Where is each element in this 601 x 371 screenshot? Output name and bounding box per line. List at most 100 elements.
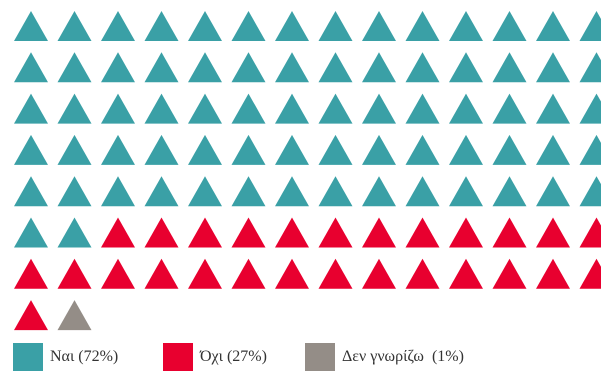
waffle-unit-yes: [275, 11, 309, 41]
waffle-unit-yes: [362, 134, 396, 165]
waffle-unit-yes: [57, 176, 92, 207]
waffle-unit-no: [14, 300, 48, 331]
legend-label-yes: Ναι (72%): [50, 348, 119, 365]
waffle-unit-yes: [275, 52, 309, 83]
waffle-unit-no: [188, 217, 222, 248]
waffle-unit-yes: [579, 134, 601, 165]
waffle-unit-no: [275, 217, 309, 248]
waffle-unit-no: [405, 258, 440, 289]
waffle-unit-no: [318, 217, 353, 248]
waffle-unit-yes: [231, 93, 266, 124]
waffle-unit-yes: [449, 52, 483, 83]
waffle-unit-yes: [275, 93, 309, 124]
waffle-unit-yes: [362, 11, 396, 41]
legend-item-yes: Ναι (72%): [13, 343, 118, 371]
waffle-unit-yes: [405, 11, 440, 41]
waffle-unit-yes: [231, 134, 266, 165]
waffle-unit-yes: [405, 52, 440, 83]
waffle-unit-yes: [492, 134, 527, 165]
legend-label-dont-know: Δεν γνωρίζω (1%): [342, 348, 464, 365]
waffle-unit-yes: [275, 134, 309, 165]
legend-swatch-dont-know: [305, 343, 335, 371]
waffle-unit-yes: [14, 11, 48, 41]
waffle-unit-yes: [57, 93, 92, 124]
waffle-unit-no: [144, 217, 179, 248]
waffle-unit-yes: [231, 52, 266, 83]
waffle-unit-yes: [231, 11, 266, 41]
waffle-unit-yes: [101, 176, 135, 207]
waffle-unit-yes: [449, 11, 483, 41]
waffle-unit-yes: [231, 176, 266, 207]
waffle-unit-yes: [449, 176, 483, 207]
waffle-unit-yes: [362, 176, 396, 207]
waffle-unit-yes: [57, 217, 92, 248]
waffle-unit-no: [362, 217, 396, 248]
waffle-unit-yes: [318, 52, 353, 83]
waffle-unit-yes: [536, 93, 570, 124]
waffle-unit-no: [536, 258, 570, 289]
waffle-unit-yes: [101, 52, 135, 83]
waffle-unit-yes: [14, 217, 48, 248]
waffle-unit-dont-know: [57, 300, 92, 331]
legend: Ναι (72%) Όχι (27%) Δεν γνωρίζω (1%): [0, 343, 601, 371]
waffle-unit-no: [57, 258, 92, 289]
waffle-unit-yes: [101, 11, 135, 41]
waffle-unit-no: [231, 258, 266, 289]
waffle-unit-yes: [144, 176, 179, 207]
waffle-unit-no: [449, 258, 483, 289]
legend-swatch-no: [163, 343, 193, 371]
waffle-unit-yes: [57, 134, 92, 165]
waffle-unit-no: [144, 258, 179, 289]
waffle-unit-no: [275, 258, 309, 289]
waffle-unit-yes: [492, 11, 527, 41]
waffle-unit-no: [188, 258, 222, 289]
waffle-unit-no: [492, 217, 527, 248]
waffle-unit-no: [492, 258, 527, 289]
waffle-unit-yes: [57, 11, 92, 41]
waffle-unit-yes: [144, 93, 179, 124]
waffle-unit-yes: [14, 176, 48, 207]
waffle-unit-yes: [188, 176, 222, 207]
waffle-unit-yes: [449, 134, 483, 165]
waffle-unit-no: [101, 217, 135, 248]
waffle-unit-yes: [579, 11, 601, 41]
waffle-unit-yes: [492, 176, 527, 207]
waffle-unit-yes: [188, 11, 222, 41]
waffle-unit-yes: [579, 176, 601, 207]
waffle-unit-no: [536, 217, 570, 248]
waffle-unit-yes: [318, 93, 353, 124]
waffle-unit-yes: [188, 93, 222, 124]
legend-label-no: Όχι (27%): [200, 348, 267, 365]
waffle-unit-no: [101, 258, 135, 289]
waffle-unit-yes: [14, 134, 48, 165]
waffle-unit-yes: [405, 134, 440, 165]
waffle-unit-yes: [101, 93, 135, 124]
waffle-unit-no: [231, 217, 266, 248]
waffle-unit-yes: [536, 176, 570, 207]
legend-item-no: Όχι (27%): [163, 343, 267, 371]
waffle-unit-yes: [57, 52, 92, 83]
waffle-unit-yes: [275, 176, 309, 207]
waffle-unit-yes: [449, 93, 483, 124]
waffle-unit-no: [579, 217, 601, 248]
waffle-unit-no: [14, 258, 48, 289]
legend-swatch-yes: [13, 343, 43, 371]
waffle-unit-yes: [14, 52, 48, 83]
waffle-unit-yes: [405, 176, 440, 207]
waffle-unit-yes: [579, 52, 601, 83]
waffle-unit-yes: [579, 93, 601, 124]
waffle-unit-yes: [536, 134, 570, 165]
waffle-unit-no: [362, 258, 396, 289]
waffle-unit-yes: [14, 93, 48, 124]
waffle-unit-yes: [405, 93, 440, 124]
waffle-unit-yes: [492, 93, 527, 124]
waffle-unit-yes: [188, 52, 222, 83]
legend-item-dont-know: Δεν γνωρίζω (1%): [305, 343, 464, 371]
waffle-unit-yes: [144, 11, 179, 41]
waffle-unit-yes: [362, 52, 396, 83]
waffle-unit-yes: [318, 134, 353, 165]
waffle-unit-yes: [536, 52, 570, 83]
waffle-unit-yes: [144, 52, 179, 83]
